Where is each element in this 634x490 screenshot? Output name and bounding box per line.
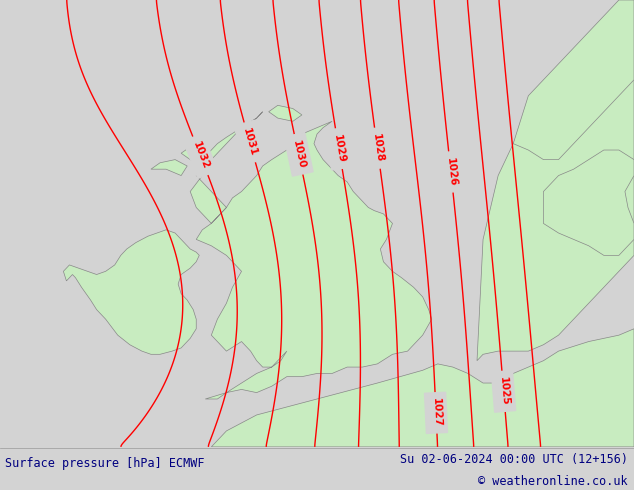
- Text: Su 02-06-2024 00:00 UTC (12+156): Su 02-06-2024 00:00 UTC (12+156): [399, 453, 628, 466]
- Text: 1027: 1027: [430, 398, 442, 428]
- Text: © weatheronline.co.uk: © weatheronline.co.uk: [478, 475, 628, 488]
- Polygon shape: [543, 150, 634, 255]
- Text: 1025: 1025: [498, 376, 510, 406]
- Polygon shape: [63, 230, 199, 354]
- Polygon shape: [211, 329, 634, 447]
- Text: 1030: 1030: [290, 139, 306, 170]
- Text: 1029: 1029: [332, 134, 346, 164]
- Text: Surface pressure [hPa] ECMWF: Surface pressure [hPa] ECMWF: [5, 457, 205, 470]
- Polygon shape: [181, 147, 211, 166]
- Polygon shape: [269, 105, 302, 122]
- Polygon shape: [514, 0, 634, 160]
- Text: 1026: 1026: [444, 157, 457, 187]
- Polygon shape: [477, 16, 634, 361]
- Polygon shape: [151, 160, 187, 175]
- Text: 1031: 1031: [241, 127, 259, 158]
- Polygon shape: [190, 112, 432, 399]
- Text: 1028: 1028: [370, 133, 384, 163]
- Text: 1032: 1032: [190, 141, 210, 171]
